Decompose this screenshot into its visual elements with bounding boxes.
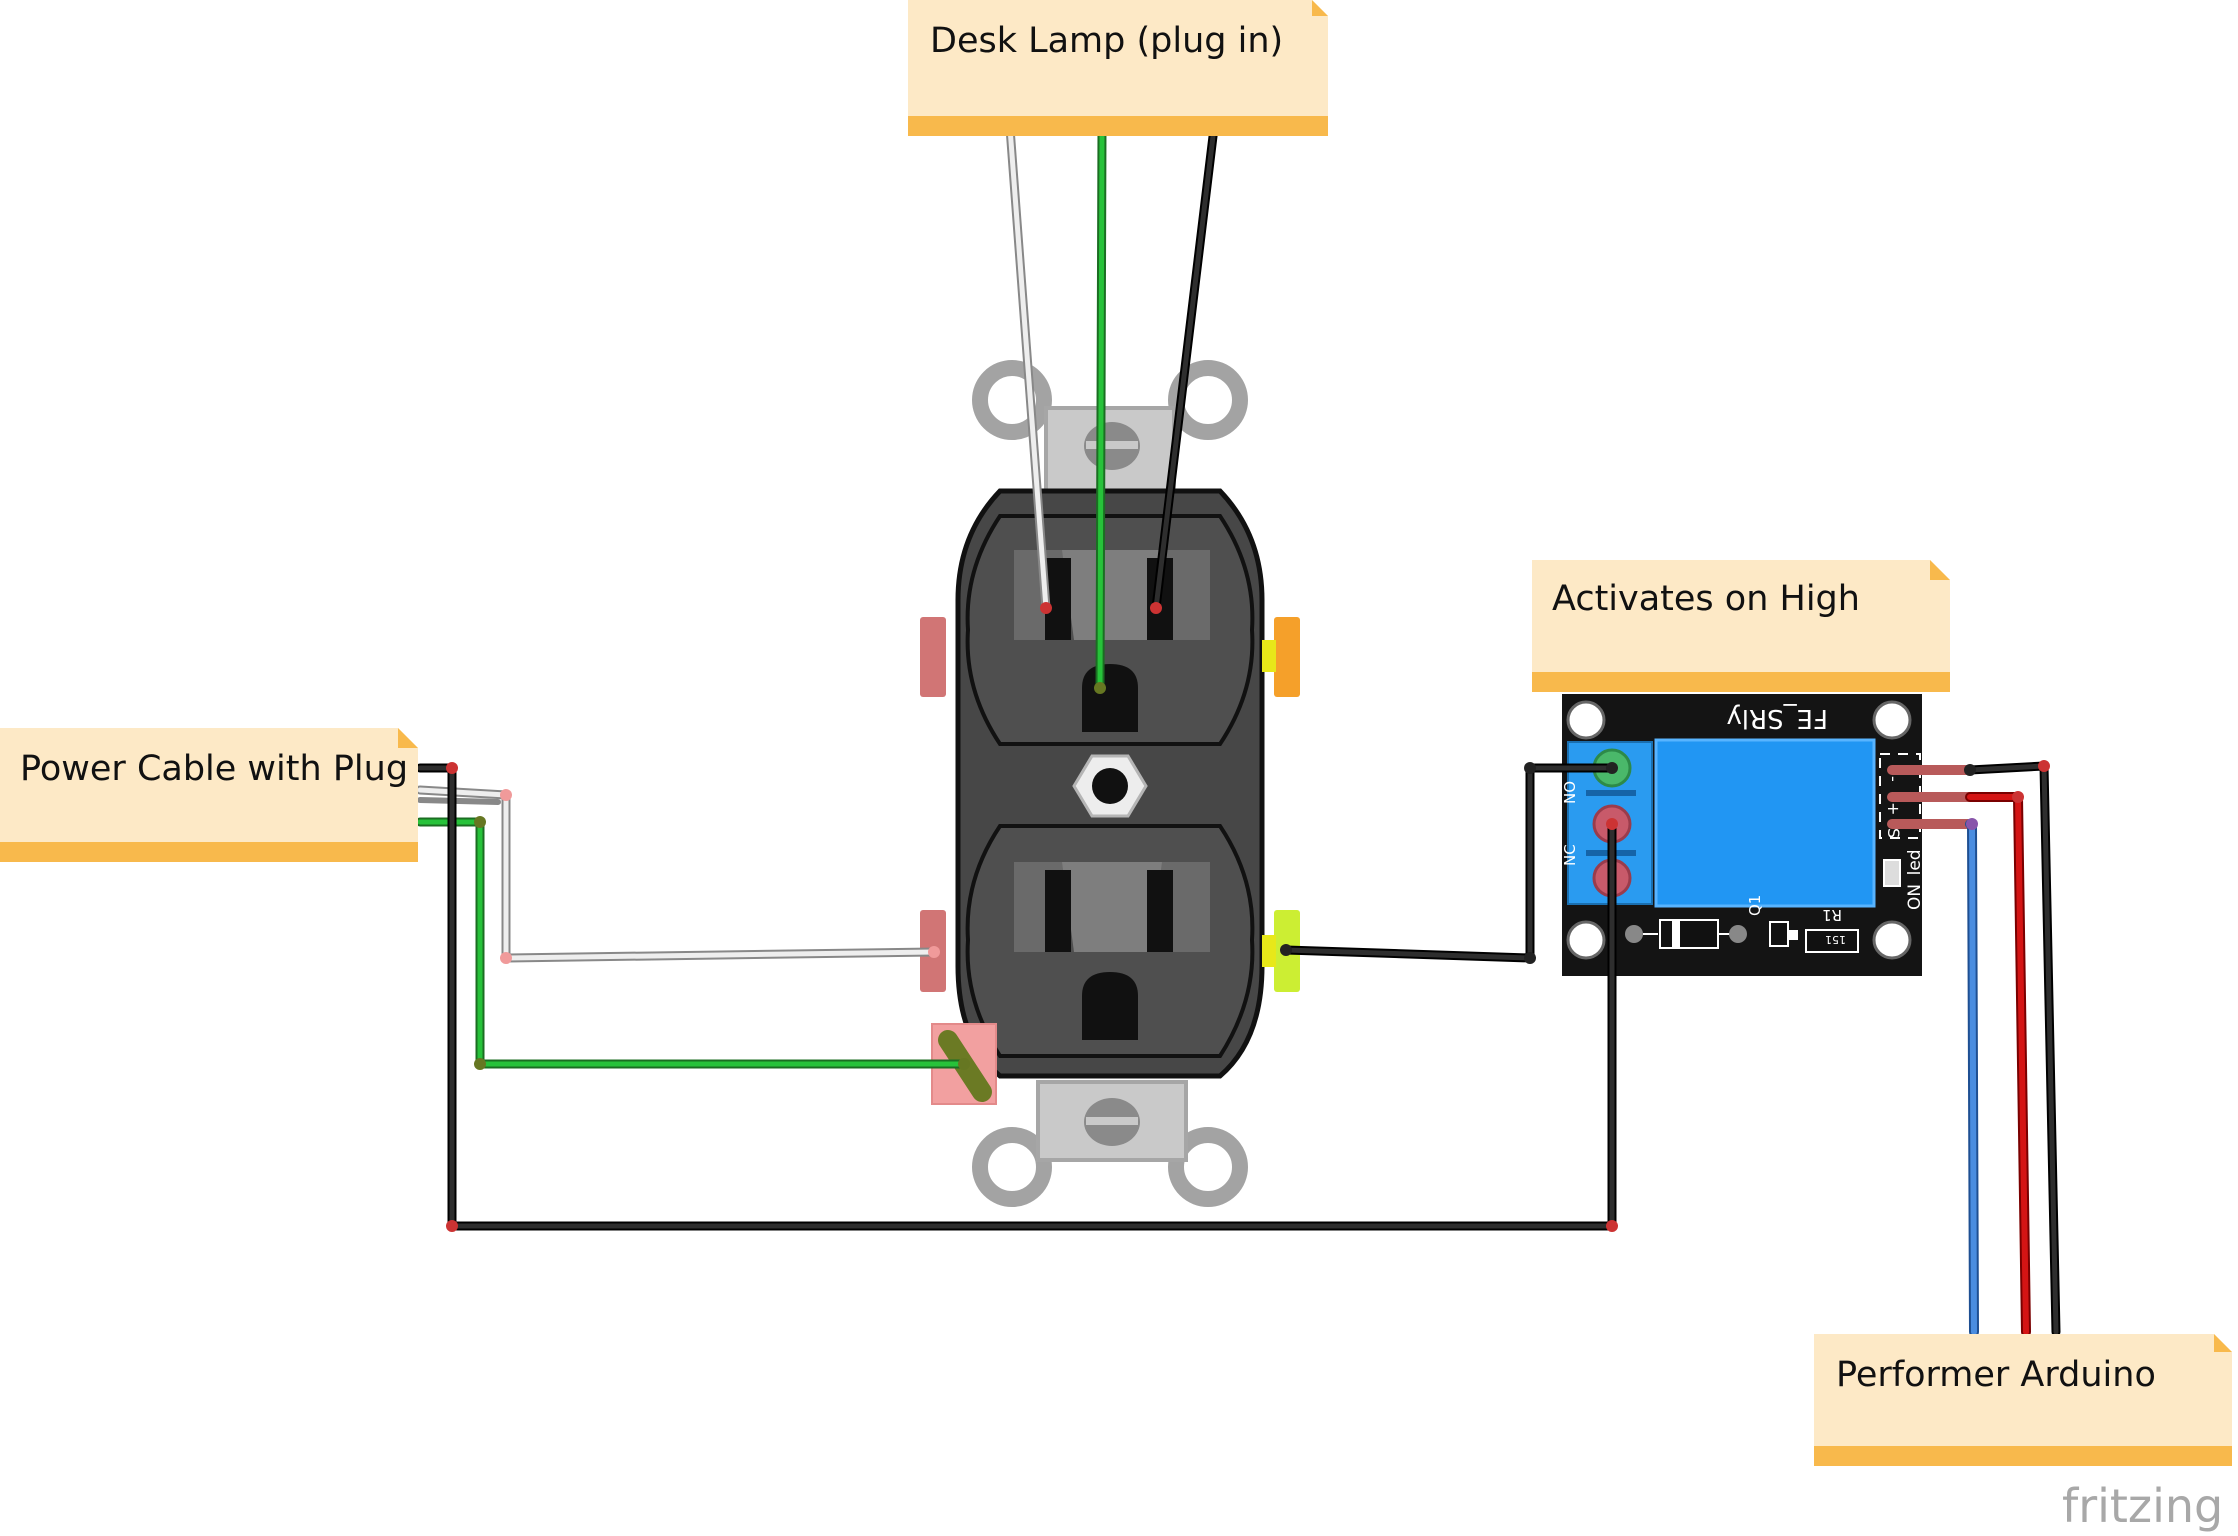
note-desk-lamp-text: Desk Lamp (plug in) [930, 21, 1283, 61]
note-performer-arduino[interactable]: Performer Arduino [1814, 1334, 2232, 1466]
pin-label-minus: - [1884, 776, 1903, 782]
q1-label: Q1 [1746, 895, 1764, 916]
pin-label-no: NO [1561, 781, 1579, 804]
top-mounting-yoke [972, 360, 1248, 500]
led-label: ON_led [1905, 849, 1925, 910]
note-activates-on-high[interactable]: Activates on High [1532, 560, 1950, 692]
switched-hot-wire[interactable] [1281, 763, 1617, 963]
duplex-outlet[interactable] [920, 360, 1300, 1207]
wire-endpoints [446, 602, 2050, 1232]
lamp-hot-wire[interactable] [1151, 123, 1219, 613]
note-power-cable-text: Power Cable with Plug [20, 749, 408, 789]
mount-hole [1566, 700, 1606, 740]
relay-board-name: FE_SRly [1726, 703, 1828, 733]
header-pin-stubs [1887, 765, 1975, 829]
arduino-gnd-wire[interactable] [1965, 761, 2061, 1337]
fritzing-logo: fritzing [2062, 1479, 2223, 1533]
center-screw [1072, 754, 1148, 818]
arduino-signal-wire[interactable] [1965, 819, 1979, 1337]
power-neutral-wire[interactable] [415, 785, 939, 963]
lamp-white-wire[interactable] [1005, 123, 1051, 613]
mount-hole [1872, 920, 1912, 960]
pin-label-signal: S [1884, 828, 1903, 838]
resistor-r1: 151 R1 [1805, 906, 1859, 953]
relay-module[interactable]: FE_SRly NO NC - + S ON_led [1561, 694, 1925, 976]
upper-receptacle [965, 514, 1255, 746]
note-performer-arduino-text: Performer Arduino [1836, 1355, 2156, 1395]
lower-receptacle [965, 824, 1255, 1058]
note-power-cable[interactable]: Power Cable with Plug [0, 728, 418, 862]
pin-label-nc: NC [1561, 844, 1579, 866]
flyback-diode [1625, 919, 1747, 949]
on-led [1883, 859, 1901, 887]
transistor-q1: Q1 [1746, 895, 1798, 947]
r1-code: 151 [1825, 933, 1846, 946]
note-activates-on-high-text: Activates on High [1552, 579, 1860, 619]
mount-hole [1566, 920, 1606, 960]
lamp-ground-wire[interactable] [1095, 123, 1107, 693]
relay-cube [1654, 738, 1876, 908]
line-terminal-top-left[interactable] [920, 617, 946, 697]
note-desk-lamp[interactable]: Desk Lamp (plug in) [908, 0, 1328, 136]
pin-label-plus: + [1884, 802, 1903, 815]
mount-hole [1872, 700, 1912, 740]
r1-label: R1 [1822, 906, 1842, 924]
bottom-mounting-yoke [972, 1080, 1248, 1207]
line-terminal-top-right[interactable] [1274, 617, 1300, 697]
